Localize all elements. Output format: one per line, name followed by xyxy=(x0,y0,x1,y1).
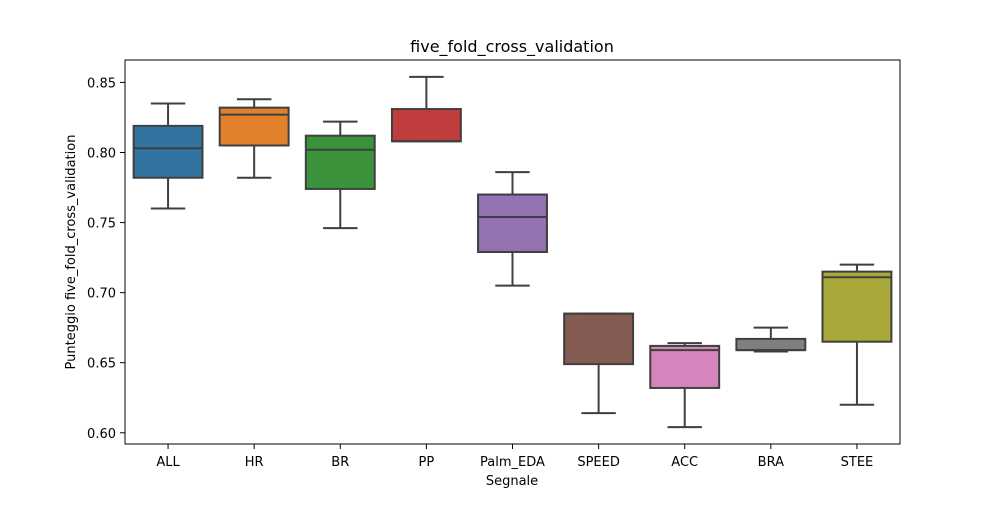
box-iqr xyxy=(649,344,721,389)
box-group-palm-eda xyxy=(477,171,548,287)
x-tick-label: BR xyxy=(331,455,349,470)
chart-title: five_fold_cross_validation xyxy=(410,37,614,57)
box-group-bra xyxy=(735,326,807,353)
box-group-hr xyxy=(218,98,290,179)
y-tick-label: 0.60 xyxy=(87,427,116,442)
ticks-layer: ALL HR BR PP Palm_EDA SPEED ACC BRA STEE 0.60 0.65… xyxy=(87,76,873,470)
y-tick-label: 0.75 xyxy=(87,217,116,232)
box-iqr xyxy=(390,108,462,143)
box-iqr xyxy=(821,270,893,343)
box-iqr xyxy=(477,193,548,253)
box-group-pp xyxy=(390,75,462,143)
box-iqr xyxy=(563,312,635,366)
box-iqr xyxy=(735,337,807,352)
box-group-br xyxy=(304,120,376,230)
x-tick-label: PP xyxy=(419,455,435,470)
box-iqr xyxy=(132,124,204,179)
y-tick-label: 0.80 xyxy=(87,146,116,161)
y-axis-label: Punteggio five_fold_cross_validation xyxy=(64,135,79,370)
boxes-layer xyxy=(132,75,893,429)
x-tick-label: ALL xyxy=(156,455,180,470)
x-tick-label: Palm_EDA xyxy=(480,455,545,470)
box-iqr xyxy=(304,134,376,190)
y-tick-label: 0.65 xyxy=(87,357,116,372)
x-axis-label: Segnale xyxy=(486,474,538,489)
box-group-all xyxy=(132,102,204,210)
box-group-speed xyxy=(563,312,635,415)
y-tick-label: 0.85 xyxy=(87,76,116,91)
x-tick-label: STEE xyxy=(841,455,874,470)
x-tick-label: ACC xyxy=(671,455,698,470)
x-tick-label: SPEED xyxy=(577,455,620,470)
plot-frame xyxy=(124,59,901,445)
box-iqr xyxy=(218,106,290,147)
box-group-acc xyxy=(649,342,721,429)
x-tick-label: HR xyxy=(245,455,264,470)
box-group-stee xyxy=(821,263,893,406)
y-tick-label: 0.70 xyxy=(87,287,116,302)
x-tick-label: BRA xyxy=(758,455,784,470)
